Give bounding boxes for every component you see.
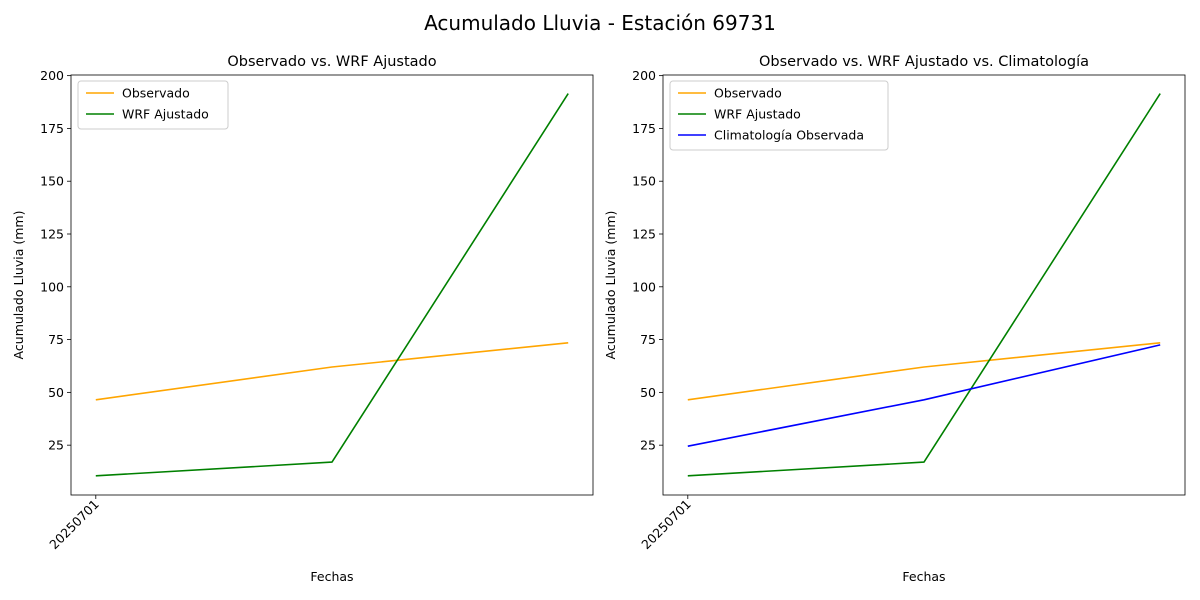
panel-observado-vs-wrf-vs-climatologia: Observado vs. WRF Ajustado vs. Climatolo… — [603, 54, 1186, 584]
figure-suptitle: Acumulado Lluvia - Estación 69731 — [424, 11, 776, 35]
x-tick-label: 20250701 — [638, 497, 694, 553]
y-tick-label: 75 — [48, 332, 64, 347]
y-tick-label: 100 — [632, 279, 656, 294]
y-tick-label: 175 — [632, 121, 656, 136]
x-axis-label: Fechas — [310, 569, 353, 584]
plot-frame — [70, 74, 594, 496]
y-tick-label: 175 — [40, 121, 64, 136]
y-tick-label: 200 — [40, 68, 64, 83]
panel-observado-vs-wrf: Observado vs. WRF Ajustado 25 50 75 100 125 15… — [11, 54, 594, 584]
y-tick-label: 100 — [40, 279, 64, 294]
y-tick-label: 125 — [632, 227, 656, 242]
legend: Observado WRF Ajustado — [77, 80, 229, 130]
y-tick-label: 50 — [48, 385, 64, 400]
x-axis-label: Fechas — [902, 569, 945, 584]
chart-title: Observado vs. WRF Ajustado — [227, 54, 436, 70]
plot-frame — [662, 74, 1186, 496]
y-tick-label: 150 — [40, 174, 64, 189]
y-tick-label: 25 — [640, 438, 656, 453]
series-line-observado — [95, 342, 569, 401]
y-tick-label: 75 — [640, 332, 656, 347]
chart-title: Observado vs. WRF Ajustado vs. Climatolo… — [759, 54, 1089, 70]
y-axis-label: Acumulado Lluvia (mm) — [603, 211, 618, 360]
series-line-wrf-ajustado — [687, 93, 1161, 477]
y-tick-label: 125 — [40, 227, 64, 242]
legend-box — [77, 80, 229, 130]
legend-label: WRF Ajustado — [122, 107, 209, 122]
legend-label: Climatología Observada — [714, 128, 864, 143]
y-axis-label: Acumulado Lluvia (mm) — [11, 211, 26, 360]
y-tick-label: 200 — [632, 68, 656, 83]
x-tick-label: 20250701 — [46, 497, 102, 553]
series-line-observado — [687, 342, 1161, 401]
legend-box — [669, 80, 889, 151]
series-line-wrf-ajustado — [95, 93, 569, 477]
series-line-climatolog-a-observada — [687, 344, 1161, 447]
legend: Observado WRF Ajustado Climatología Observ… — [669, 80, 889, 151]
legend-label: WRF Ajustado — [714, 107, 801, 122]
y-tick-label: 25 — [48, 438, 64, 453]
legend-label: Observado — [714, 86, 782, 101]
legend-label: Observado — [122, 86, 190, 101]
y-tick-label: 150 — [632, 174, 656, 189]
y-tick-label: 50 — [640, 385, 656, 400]
